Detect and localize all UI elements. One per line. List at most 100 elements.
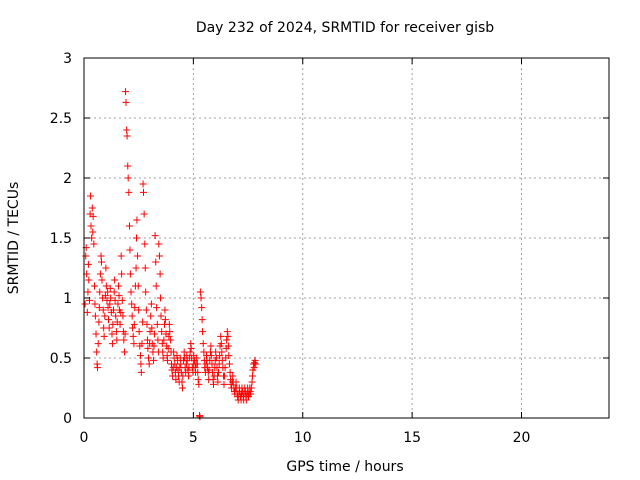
data-point	[185, 372, 193, 380]
data-point	[122, 98, 130, 106]
data-point	[120, 348, 128, 356]
data-point	[215, 368, 223, 376]
data-point	[198, 304, 206, 312]
data-point	[196, 413, 204, 421]
data-point	[247, 384, 255, 392]
data-point	[161, 306, 169, 314]
data-point	[207, 352, 215, 360]
data-point	[152, 258, 160, 266]
data-point	[115, 282, 123, 290]
data-point	[113, 336, 121, 344]
data-point	[178, 378, 186, 386]
data-point	[124, 174, 132, 182]
data-point	[109, 320, 117, 328]
data-point	[105, 324, 113, 332]
data-point	[135, 306, 143, 314]
data-point	[171, 360, 179, 368]
data-point	[92, 330, 100, 338]
data-point	[215, 360, 223, 368]
data-point	[155, 240, 163, 248]
x-tick-label: 15	[403, 430, 421, 446]
data-point	[186, 348, 194, 356]
x-axis-label: GPS time / hours	[286, 459, 403, 475]
data-point	[91, 282, 98, 290]
data-point	[142, 288, 150, 296]
data-point	[107, 294, 115, 302]
data-point	[134, 282, 142, 290]
data-point	[182, 360, 190, 368]
data-point	[229, 372, 237, 380]
data-point	[157, 294, 165, 302]
data-point	[130, 340, 138, 348]
data-point	[142, 306, 150, 314]
data-point	[96, 288, 104, 296]
data-point	[160, 336, 168, 344]
data-point	[84, 260, 92, 268]
data-point	[193, 354, 201, 362]
data-point	[126, 222, 133, 230]
data-point	[106, 300, 114, 308]
data-point	[154, 336, 162, 344]
data-point	[225, 360, 233, 368]
data-point	[97, 252, 105, 260]
data-point	[110, 288, 118, 296]
x-tick-label: 0	[80, 430, 89, 446]
data-point	[158, 328, 166, 336]
data-point	[217, 340, 225, 348]
data-point	[94, 364, 102, 372]
data-point	[104, 288, 112, 296]
data-point	[137, 368, 145, 376]
data-point	[87, 192, 95, 200]
data-point	[110, 306, 118, 314]
data-point	[82, 252, 90, 260]
x-tick-label: 5	[189, 430, 198, 446]
data-point	[102, 264, 110, 272]
data-point	[197, 294, 205, 302]
data-point	[112, 328, 120, 336]
data-point	[101, 312, 109, 320]
data-point	[145, 354, 153, 362]
data-point	[143, 320, 151, 328]
data-point	[194, 376, 202, 384]
data-point	[140, 210, 148, 218]
chart-title: Day 232 of 2024, SRMTID for receiver gis…	[196, 20, 494, 36]
y-tick-label: 0	[63, 411, 72, 427]
data-point	[159, 354, 167, 362]
data-point	[221, 364, 229, 372]
data-point	[118, 270, 126, 278]
data-points	[81, 88, 260, 421]
y-tick-label: 1.5	[50, 231, 72, 247]
data-point	[95, 304, 103, 312]
data-point	[224, 332, 232, 340]
data-point	[170, 348, 178, 356]
data-point	[165, 332, 173, 340]
data-point	[90, 240, 98, 248]
data-point	[223, 328, 231, 336]
data-point	[129, 332, 137, 340]
data-point	[251, 356, 259, 364]
data-point	[252, 360, 260, 368]
data-point	[89, 212, 97, 220]
grid-lines	[84, 58, 609, 418]
data-point	[147, 300, 155, 308]
data-point	[200, 348, 208, 356]
data-point	[232, 378, 240, 386]
data-point	[220, 372, 228, 380]
data-point	[117, 252, 125, 260]
data-point	[138, 340, 146, 348]
data-point	[248, 378, 256, 386]
data-point	[121, 330, 129, 338]
data-point	[118, 296, 126, 304]
data-point	[150, 342, 158, 350]
data-point	[89, 228, 97, 236]
data-point	[116, 320, 124, 328]
data-point	[108, 340, 116, 348]
data-point	[161, 316, 169, 324]
data-point	[123, 132, 131, 140]
data-point	[248, 372, 256, 380]
data-point	[147, 312, 155, 320]
data-point	[158, 340, 166, 348]
data-point	[213, 372, 221, 380]
data-point	[94, 340, 102, 348]
